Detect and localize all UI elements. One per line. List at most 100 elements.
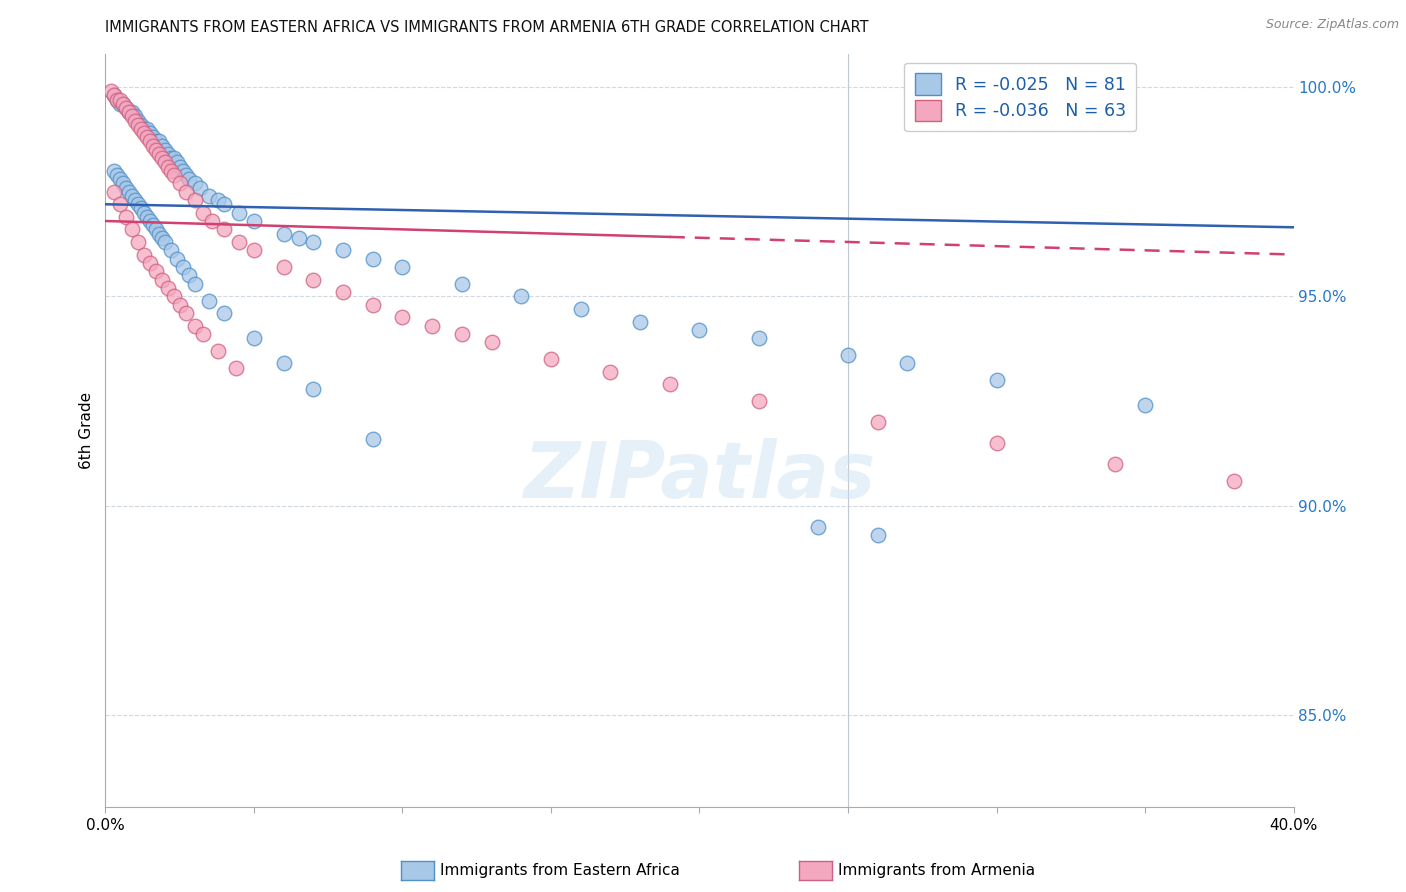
- Point: [115, 210, 138, 224]
- Point: [177, 172, 200, 186]
- Point: [129, 118, 152, 132]
- Point: [103, 163, 125, 178]
- Text: IMMIGRANTS FROM EASTERN AFRICA VS IMMIGRANTS FROM ARMENIA 6TH GRADE CORRELATION : IMMIGRANTS FROM EASTERN AFRICA VS IMMIGR…: [105, 20, 869, 35]
- Point: [159, 151, 181, 165]
- Point: [110, 96, 132, 111]
- Point: [1104, 457, 1126, 471]
- Point: [153, 235, 176, 249]
- Point: [115, 101, 138, 115]
- Point: [112, 177, 135, 191]
- Point: [150, 138, 173, 153]
- Point: [391, 260, 413, 274]
- Point: [302, 272, 325, 286]
- Point: [136, 121, 159, 136]
- Point: [361, 252, 384, 266]
- Point: [166, 155, 188, 169]
- Point: [121, 222, 143, 236]
- Point: [214, 306, 236, 320]
- Point: [124, 113, 146, 128]
- Point: [302, 382, 325, 396]
- Point: [174, 185, 197, 199]
- Point: [148, 227, 170, 241]
- Point: [145, 264, 167, 278]
- Point: [163, 168, 186, 182]
- Point: [156, 147, 179, 161]
- Point: [510, 289, 533, 303]
- Point: [105, 93, 128, 107]
- Text: Source: ZipAtlas.com: Source: ZipAtlas.com: [1265, 18, 1399, 31]
- Point: [287, 231, 309, 245]
- Text: Immigrants from Armenia: Immigrants from Armenia: [838, 863, 1035, 878]
- Point: [193, 327, 215, 342]
- Point: [110, 93, 132, 107]
- Point: [174, 306, 197, 320]
- Point: [361, 298, 384, 312]
- Point: [148, 147, 170, 161]
- Point: [273, 260, 295, 274]
- Point: [166, 252, 188, 266]
- Point: [121, 105, 143, 120]
- Point: [569, 301, 592, 316]
- Text: Immigrants from Eastern Africa: Immigrants from Eastern Africa: [440, 863, 681, 878]
- Point: [150, 151, 173, 165]
- Point: [420, 318, 443, 333]
- Point: [169, 298, 191, 312]
- Point: [150, 272, 173, 286]
- Point: [103, 88, 125, 103]
- Point: [243, 331, 266, 345]
- Point: [169, 177, 191, 191]
- Point: [159, 244, 181, 258]
- Point: [124, 193, 146, 207]
- Point: [450, 277, 472, 291]
- Point: [332, 244, 354, 258]
- Point: [118, 105, 141, 120]
- Point: [142, 130, 165, 145]
- Point: [129, 202, 152, 216]
- Point: [132, 205, 155, 219]
- Point: [193, 205, 215, 219]
- Point: [156, 281, 179, 295]
- Point: [127, 113, 149, 128]
- Point: [121, 189, 143, 203]
- Point: [807, 519, 830, 533]
- Point: [145, 143, 167, 157]
- Point: [110, 197, 132, 211]
- Point: [115, 101, 138, 115]
- Point: [172, 163, 194, 178]
- Point: [183, 277, 205, 291]
- Point: [866, 528, 889, 542]
- Point: [127, 118, 149, 132]
- Point: [139, 126, 162, 140]
- Point: [115, 180, 138, 194]
- Point: [183, 318, 205, 333]
- Point: [207, 343, 229, 358]
- Point: [207, 193, 229, 207]
- Point: [391, 310, 413, 325]
- Point: [214, 222, 236, 236]
- Point: [174, 168, 197, 182]
- Point: [139, 256, 162, 270]
- Point: [190, 180, 212, 194]
- Point: [100, 84, 122, 98]
- Point: [748, 394, 770, 409]
- Point: [243, 214, 266, 228]
- Point: [112, 96, 135, 111]
- Y-axis label: 6th Grade: 6th Grade: [79, 392, 94, 469]
- Point: [1133, 398, 1156, 412]
- Point: [273, 227, 295, 241]
- Point: [228, 235, 250, 249]
- Point: [628, 314, 651, 328]
- Point: [139, 214, 162, 228]
- Point: [103, 185, 125, 199]
- Point: [748, 331, 770, 345]
- Point: [163, 151, 186, 165]
- Point: [201, 214, 224, 228]
- Point: [105, 93, 128, 107]
- Point: [159, 163, 181, 178]
- Point: [172, 260, 194, 274]
- Point: [689, 323, 711, 337]
- Point: [481, 335, 503, 350]
- Point: [142, 138, 165, 153]
- Point: [121, 109, 143, 123]
- Point: [153, 143, 176, 157]
